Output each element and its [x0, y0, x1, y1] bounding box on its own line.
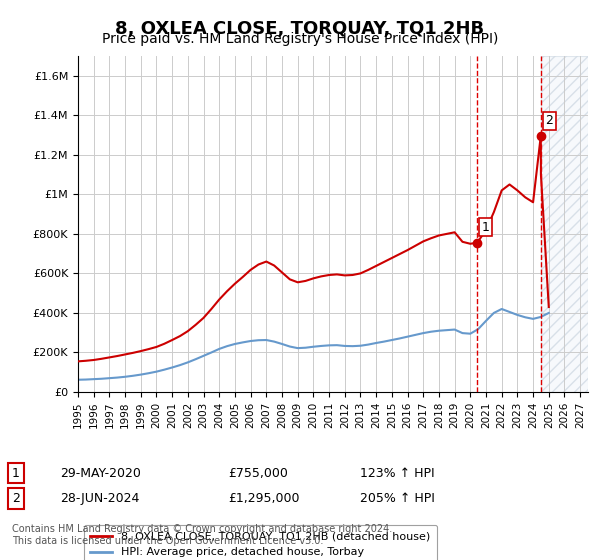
Text: 123% ↑ HPI: 123% ↑ HPI [360, 466, 434, 480]
Text: Contains HM Land Registry data © Crown copyright and database right 2024.
This d: Contains HM Land Registry data © Crown c… [12, 524, 392, 546]
Text: 205% ↑ HPI: 205% ↑ HPI [360, 492, 435, 505]
Text: 8, OXLEA CLOSE, TORQUAY, TQ1 2HB: 8, OXLEA CLOSE, TORQUAY, TQ1 2HB [115, 20, 485, 38]
Legend: 8, OXLEA CLOSE, TORQUAY, TQ1 2HB (detached house), HPI: Average price, detached : 8, OXLEA CLOSE, TORQUAY, TQ1 2HB (detach… [83, 525, 437, 560]
Text: 28-JUN-2024: 28-JUN-2024 [60, 492, 139, 505]
Text: £1,295,000: £1,295,000 [228, 492, 299, 505]
Text: 2: 2 [12, 492, 20, 505]
Text: £755,000: £755,000 [228, 466, 288, 480]
Text: 29-MAY-2020: 29-MAY-2020 [60, 466, 141, 480]
Text: 1: 1 [481, 221, 490, 234]
Text: Price paid vs. HM Land Registry's House Price Index (HPI): Price paid vs. HM Land Registry's House … [102, 32, 498, 46]
Bar [541, 56, 588, 392]
Text: 1: 1 [12, 466, 20, 480]
Bar [541, 56, 588, 392]
Text: 2: 2 [545, 114, 553, 127]
